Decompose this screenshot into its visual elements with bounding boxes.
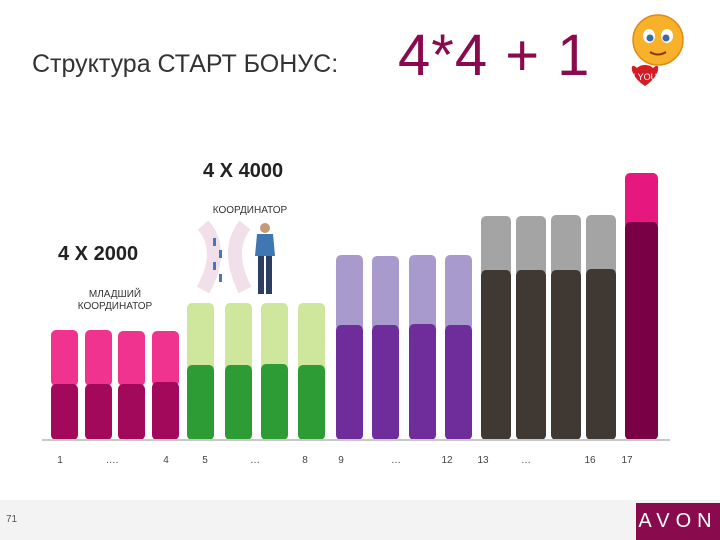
bar-13-top: [481, 216, 511, 276]
tick-label: 16: [584, 455, 596, 466]
tick-label: 4: [163, 455, 169, 466]
bar-16-top: [586, 215, 616, 276]
bar-5-bottom: [187, 365, 214, 440]
slide-formula: 4*4 + 1: [398, 23, 591, 88]
bar-9-bottom: [336, 325, 363, 440]
slide-title: Структура СТАРТ БОНУС:: [32, 50, 339, 78]
bar-13-bottom: [481, 270, 511, 440]
bar-10-top: [372, 256, 399, 331]
bar-14-bottom: [516, 270, 546, 440]
bar-8-bottom: [298, 365, 325, 440]
person-illustration: [195, 220, 290, 300]
top-level-title: 4 Х 4000: [203, 160, 284, 182]
bar-1-bottom: [51, 384, 78, 440]
bar-10-bottom: [372, 325, 399, 440]
bar-12-top: [445, 255, 472, 331]
bar-9-top: [336, 255, 363, 331]
bar-6-top: [225, 303, 252, 371]
bar-8-top: [298, 303, 325, 371]
top-level-role: КООРДИНАТОР: [212, 205, 288, 216]
bar-3-bottom: [118, 384, 145, 440]
tick-label: 17: [621, 455, 633, 466]
bar-1-top: [51, 330, 78, 386]
bottom-level-role-line2: КООРДИНАТОР: [77, 301, 153, 312]
bar-14-top: [516, 216, 546, 276]
tick-label: 8: [302, 455, 308, 466]
smiley-heart-icon: I YOU: [627, 10, 685, 102]
bar-11-top: [409, 255, 436, 331]
bar-6-bottom: [225, 365, 252, 440]
tick-label: …: [391, 455, 401, 466]
bar-3-top: [118, 331, 145, 386]
tick-label: 13: [477, 455, 489, 466]
bar-4-bottom: [152, 382, 179, 440]
bar-2-bottom: [85, 384, 112, 440]
tick-label: 12: [441, 455, 453, 466]
tick-label: …: [521, 455, 531, 466]
bar-12-bottom: [445, 325, 472, 440]
bottom-level-role: МЛАДШИЙ КООРДИНАТОР: [60, 289, 170, 313]
footer: [0, 500, 720, 540]
bottom-level-title: 4 Х 2000: [58, 243, 139, 265]
bar-16-bottom: [586, 269, 616, 440]
brand-logo: AVON: [636, 503, 720, 540]
emoji-label: I YOU: [633, 72, 657, 82]
bar-15-top: [551, 215, 581, 276]
bar-17-top: [625, 173, 658, 229]
bar-17-bottom: [625, 222, 658, 440]
tick-label: 9: [338, 455, 344, 466]
tick-label: 1: [57, 455, 63, 466]
bar-11-bottom: [409, 324, 436, 440]
page-number: 71: [6, 514, 18, 525]
tick-label: ….: [105, 455, 119, 466]
bar-4-top: [152, 331, 179, 386]
bar-5-top: [187, 303, 214, 371]
bar-15-bottom: [551, 270, 581, 440]
bar-2-top: [85, 330, 112, 386]
tick-label: 5: [202, 455, 208, 466]
tick-label: …: [250, 455, 260, 466]
bar-7-top: [261, 303, 288, 371]
bottom-level-role-line1: МЛАДШИЙ: [88, 289, 142, 300]
bar-7-bottom: [261, 364, 288, 440]
baseline-axis: [42, 439, 670, 441]
